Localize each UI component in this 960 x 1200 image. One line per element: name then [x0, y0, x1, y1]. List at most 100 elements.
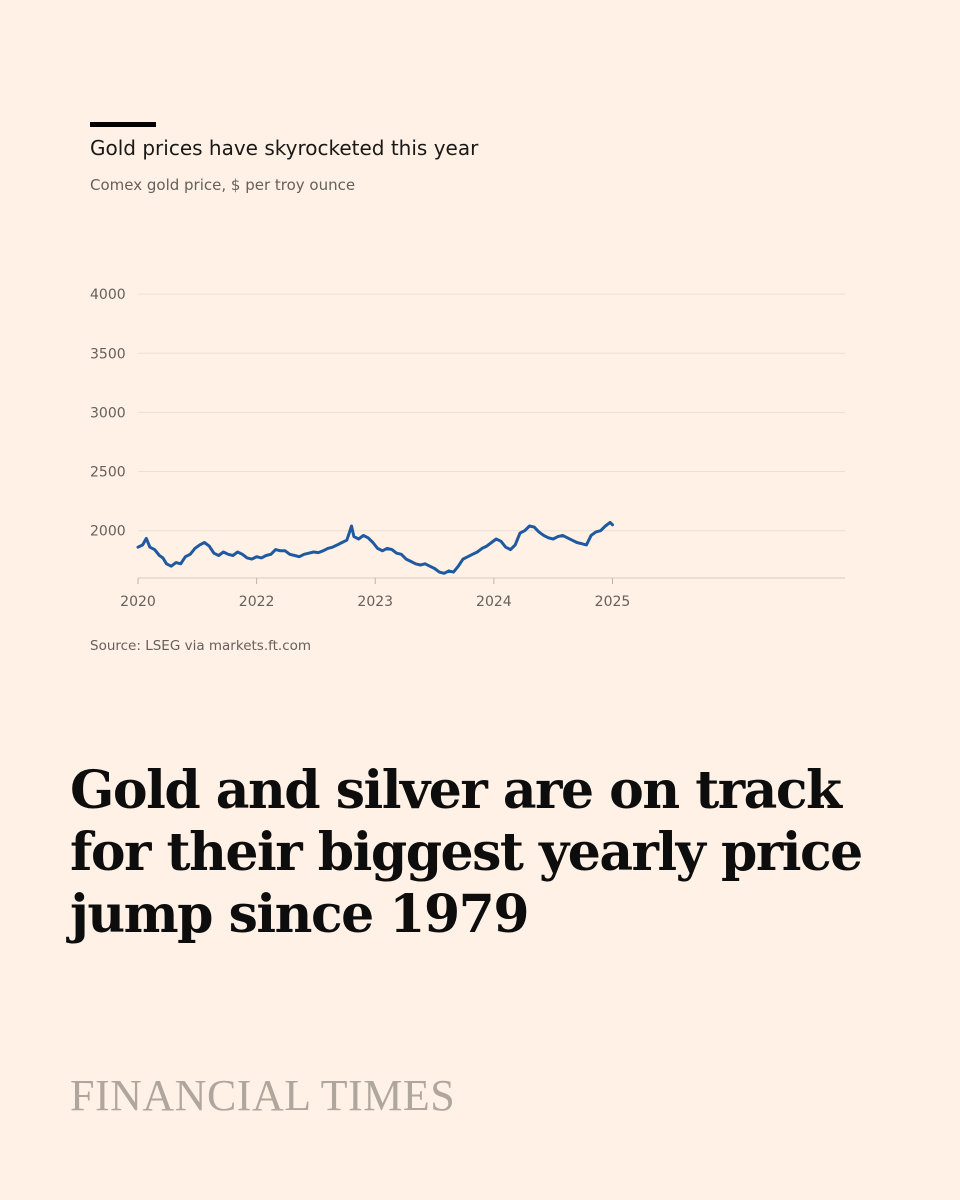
data-point — [265, 554, 267, 557]
data-point — [600, 530, 602, 532]
data-point — [203, 541, 206, 544]
data-point — [538, 531, 540, 533]
data-point — [170, 565, 172, 567]
data-point — [547, 537, 550, 539]
data-point — [377, 547, 379, 550]
data-point — [595, 531, 597, 533]
data-point — [260, 557, 262, 559]
data-point — [443, 572, 445, 574]
data-point — [158, 554, 160, 557]
data-point — [346, 539, 348, 541]
data-point — [400, 553, 402, 555]
data-point — [175, 562, 177, 564]
y-tick-label: 2500 — [90, 465, 126, 481]
data-point — [476, 551, 478, 553]
x-tick-label: 2022 — [239, 594, 275, 610]
headline: Gold and silver are on track for their b… — [70, 760, 863, 945]
data-point — [213, 552, 215, 554]
y-axis-ticks: 2000 2500 3000 3500 4000 — [90, 287, 126, 540]
data-point — [391, 549, 393, 551]
data-point — [552, 538, 554, 540]
x-tick-label: 2025 — [595, 594, 631, 610]
data-point — [514, 544, 516, 546]
data-point — [298, 556, 300, 558]
data-point — [331, 546, 334, 548]
data-point — [303, 553, 305, 555]
data-point — [284, 550, 286, 552]
data-point — [353, 536, 355, 538]
data-point — [576, 541, 578, 544]
y-tick-label: 2000 — [90, 524, 126, 540]
data-point — [246, 557, 248, 559]
data-point — [222, 551, 225, 553]
data-point — [604, 525, 606, 527]
data-point — [571, 539, 573, 541]
data-point — [562, 534, 564, 537]
data-point — [279, 550, 281, 552]
data-point — [386, 547, 388, 550]
data-point — [180, 563, 182, 565]
data-point — [348, 532, 350, 534]
data-point — [289, 553, 291, 555]
data-point — [367, 537, 369, 539]
data-point — [590, 534, 592, 537]
data-point — [533, 526, 535, 528]
data-point — [414, 563, 417, 565]
y-tick-label: 3500 — [90, 346, 126, 362]
data-point — [322, 550, 324, 552]
data-point — [471, 553, 474, 555]
data-point — [149, 546, 151, 548]
data-point — [543, 534, 545, 537]
data-point — [341, 541, 343, 544]
data-point — [208, 545, 210, 547]
data-point — [237, 551, 239, 553]
data-point — [585, 544, 587, 546]
data-point — [481, 547, 483, 550]
grid-lines — [138, 293, 845, 579]
x-axis-ticks: 2020 2022 2023 2024 2025 — [120, 578, 630, 610]
data-point — [199, 544, 201, 546]
data-point — [396, 552, 398, 554]
data-point — [405, 558, 407, 560]
data-point — [372, 541, 374, 544]
series-line-gold-price — [136, 520, 614, 575]
data-point — [275, 549, 277, 551]
data-point — [467, 556, 469, 558]
data-point — [419, 564, 421, 566]
data-point — [452, 571, 455, 573]
x-tick-label: 2020 — [120, 594, 156, 610]
data-point — [500, 540, 502, 542]
financial-times-logo: FINANCIAL TIMES — [70, 1071, 456, 1120]
data-point — [142, 544, 144, 546]
data-point — [218, 554, 220, 557]
data-point — [490, 541, 493, 544]
data-point — [293, 554, 296, 557]
data-point — [317, 551, 319, 554]
chart-title: Gold prices have skyrocketed this year — [90, 136, 479, 160]
data-point — [509, 549, 512, 551]
data-point — [194, 547, 196, 550]
data-point — [524, 530, 526, 532]
series-layer — [136, 520, 614, 575]
data-point — [154, 549, 156, 551]
data-point — [137, 546, 139, 548]
data-point — [424, 563, 426, 565]
y-tick-label: 3000 — [90, 405, 126, 421]
data-point — [438, 571, 440, 573]
chart-source: Source: LSEG via markets.ft.com — [90, 638, 312, 654]
data-point — [557, 536, 559, 538]
x-tick-label: 2023 — [357, 594, 393, 610]
data-point — [165, 563, 168, 565]
chart-card: Gold prices have skyrocketed this year C… — [70, 100, 880, 660]
data-point — [336, 544, 338, 546]
data-point — [381, 550, 383, 552]
data-point — [162, 557, 164, 559]
data-point — [362, 534, 364, 537]
data-point — [327, 547, 329, 550]
data-point — [528, 525, 531, 527]
data-point — [433, 567, 436, 570]
data-point — [611, 524, 614, 526]
data-point — [145, 537, 147, 539]
data-point — [581, 543, 583, 545]
